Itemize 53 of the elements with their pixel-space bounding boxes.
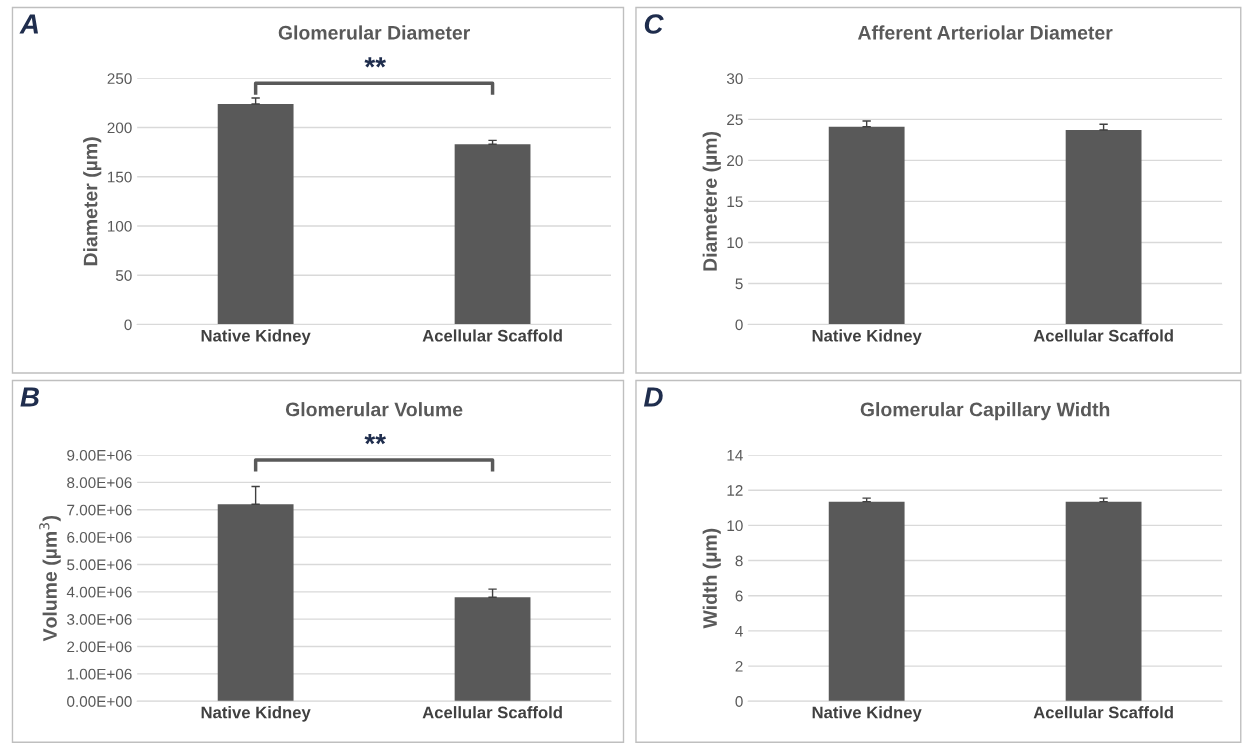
x-tick-label: Acellular Scaffold bbox=[422, 329, 562, 342]
text: C bbox=[644, 14, 664, 34]
y-tick-label: 2.00E+06 bbox=[67, 641, 132, 653]
y-axis-title: Width (µm) bbox=[702, 528, 721, 629]
text: ** bbox=[364, 433, 386, 445]
y-tick-label: 6.00E+06 bbox=[67, 531, 132, 543]
chart-title: Glomerular Volume bbox=[285, 402, 463, 417]
y-axis-title: Diameter (µm) bbox=[83, 137, 102, 266]
y-tick-label: 50 bbox=[115, 270, 132, 281]
y-tick-label: 20 bbox=[727, 155, 743, 167]
y-tick-label: 0.00E+00 bbox=[67, 696, 132, 707]
y-tick-label: 0 bbox=[735, 319, 743, 331]
y-tick-label: 0 bbox=[124, 319, 132, 331]
y-tick-label: 200 bbox=[107, 122, 132, 134]
chart-title: Afferent Arteriolar Diameter bbox=[857, 25, 1113, 40]
y-tick-label: 15 bbox=[727, 196, 743, 208]
y-tick-label: 150 bbox=[107, 171, 132, 183]
chart-title: Glomerular Diameter bbox=[278, 25, 470, 40]
x-tick-label: Native Kidney bbox=[812, 329, 922, 345]
y-tick-label: 5 bbox=[735, 278, 743, 290]
y-tick-label: 2 bbox=[735, 660, 743, 672]
text: D bbox=[643, 387, 663, 407]
chart-title: Glomerular Capillary Width bbox=[860, 402, 1110, 421]
text: ** bbox=[364, 57, 386, 68]
y-tick-label: 6 bbox=[735, 590, 743, 602]
x-tick-label: Acellular Scaffold bbox=[1033, 706, 1173, 719]
y-tick-label: 12 bbox=[727, 485, 743, 496]
y-tick-label: 9.00E+06 bbox=[67, 449, 132, 461]
y-tick-label: 5.00E+06 bbox=[67, 559, 132, 571]
x-tick-label: Acellular Scaffold bbox=[1033, 329, 1173, 342]
x-tick-label: Native Kidney bbox=[812, 706, 922, 722]
y-tick-label: 8 bbox=[735, 555, 743, 567]
y-tick-label: 10 bbox=[727, 520, 743, 532]
y-tick-label: 30 bbox=[726, 73, 743, 85]
text: B bbox=[20, 387, 39, 407]
text: A bbox=[19, 14, 38, 34]
y-tick-label: 0 bbox=[735, 696, 743, 707]
y-tick-label: 14 bbox=[727, 450, 743, 461]
y-tick-label: 100 bbox=[107, 220, 132, 232]
y-axis-title: Volume (µm$^{3}$) bbox=[39, 515, 61, 642]
y-tick-label: 10 bbox=[727, 237, 743, 249]
x-tick-label: Native Kidney bbox=[201, 706, 311, 722]
y-tick-label: 3.00E+06 bbox=[67, 614, 132, 625]
x-tick-label: Native Kidney bbox=[201, 329, 311, 345]
y-tick-label: 1.00E+06 bbox=[67, 668, 132, 680]
y-axis-title: Diametere (µm) bbox=[702, 131, 721, 271]
y-tick-label: 8.00E+06 bbox=[67, 477, 132, 489]
y-tick-label: 25 bbox=[727, 114, 743, 126]
y-tick-label: 250 bbox=[107, 73, 132, 85]
y-tick-label: 4 bbox=[735, 625, 743, 637]
y-tick-label: 4.00E+06 bbox=[66, 586, 132, 598]
x-tick-label: Acellular Scaffold bbox=[422, 706, 562, 719]
y-tick-label: 7.00E+06 bbox=[67, 504, 132, 516]
